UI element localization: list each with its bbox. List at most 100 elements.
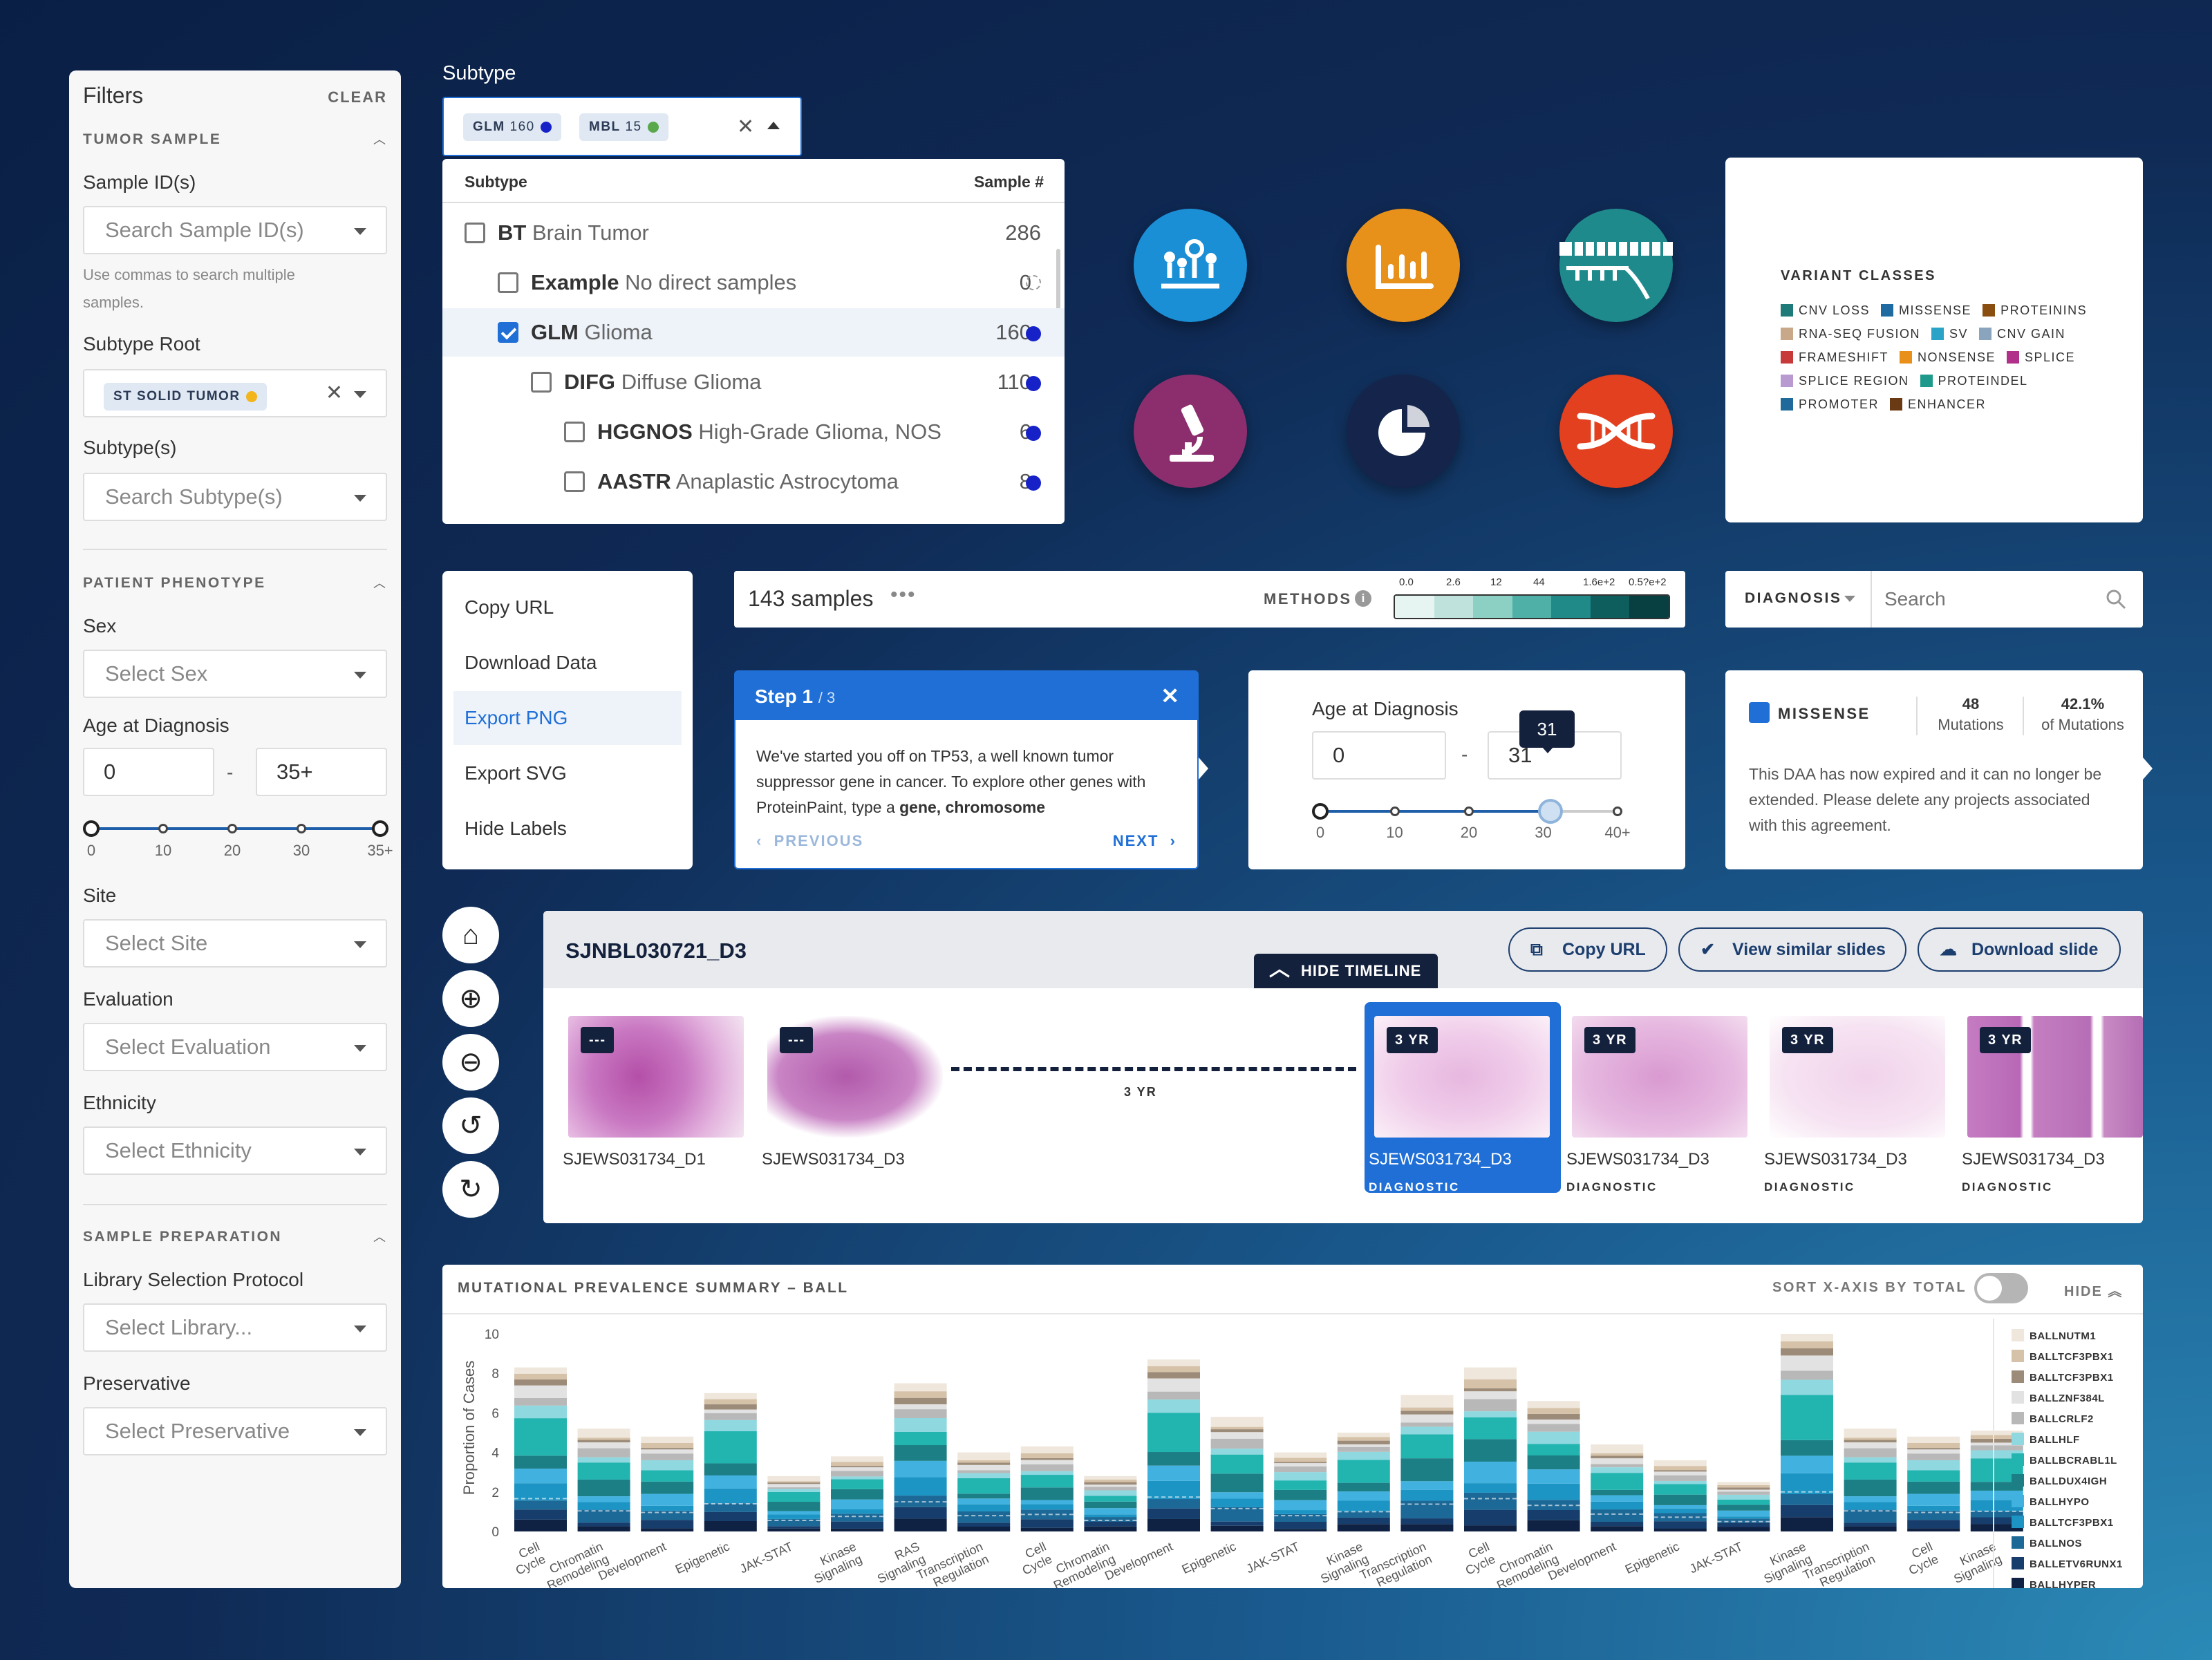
- more-icon[interactable]: •••: [890, 583, 917, 606]
- bar-segment: [1337, 1437, 1390, 1441]
- divider: [83, 549, 387, 550]
- diagnosis-dropdown[interactable]: DIAGNOSIS: [1745, 590, 1842, 606]
- subtype-row[interactable]: HGGNOS High-Grade Glioma, NOS6: [442, 408, 1065, 456]
- clear-icon[interactable]: ✕: [737, 115, 755, 138]
- protein-track-icon[interactable]: [1559, 209, 1673, 322]
- search-icon[interactable]: [2106, 589, 2126, 610]
- bar-segment: [1020, 1519, 1074, 1528]
- subtype-root-chip[interactable]: ST SOLID TUMOR: [104, 383, 267, 411]
- subtype-row[interactable]: BT Brain Tumor 286: [442, 209, 1065, 257]
- zoom-in-icon[interactable]: ⊕: [442, 970, 499, 1027]
- bar-chart-icon[interactable]: [1347, 209, 1460, 322]
- legend-label: NONSENSE: [1918, 350, 1996, 364]
- hide-timeline-button[interactable]: ︿ HIDE TIMELINE: [1254, 954, 1438, 988]
- subtype-row[interactable]: AASTR Anaplastic Astrocytoma8: [442, 458, 1065, 506]
- site-select[interactable]: Select Site: [83, 919, 387, 968]
- subtype-chip-mbl[interactable]: MBL 15: [579, 113, 668, 141]
- chevron-up-icon[interactable]: ︿: [373, 133, 386, 147]
- legend-item: PROTEININS: [1983, 299, 2087, 322]
- slide-thumbnail[interactable]: 3 YR: [1967, 1016, 2143, 1138]
- menu-item-copy-url[interactable]: Copy URL: [465, 596, 554, 618]
- checkbox[interactable]: [564, 422, 585, 442]
- slide-thumbnail[interactable]: ---: [767, 1016, 943, 1138]
- checkbox[interactable]: [498, 272, 518, 293]
- chevron-up-icon[interactable]: ︿: [373, 576, 386, 590]
- subtype-root-select[interactable]: ST SOLID TUMOR ✕: [83, 369, 387, 417]
- menu-item-export-png[interactable]: Export PNG: [453, 691, 682, 745]
- diagnosis-search-input[interactable]: [1884, 583, 2092, 615]
- library-select[interactable]: Select Library...: [83, 1303, 387, 1352]
- menu-item-hide-labels[interactable]: Hide Labels: [465, 818, 567, 839]
- checkbox[interactable]: [465, 223, 485, 243]
- sort-toggle[interactable]: [1974, 1273, 2028, 1303]
- age-slider-max-handle[interactable]: [372, 820, 388, 837]
- menu-item-export-svg[interactable]: Export SVG: [465, 762, 567, 784]
- age-slider-max-handle[interactable]: [1538, 799, 1564, 824]
- divider: [1916, 697, 1918, 735]
- fusion-icon[interactable]: [1559, 375, 1673, 488]
- view-similar-button[interactable]: ✔ View similar slides: [1678, 927, 1906, 972]
- ethnicity-select[interactable]: Select Ethnicity: [83, 1126, 387, 1175]
- sex-select[interactable]: Select Sex: [83, 650, 387, 698]
- bar-segment: [704, 1475, 757, 1489]
- preservative-select[interactable]: Select Preservative: [83, 1407, 387, 1455]
- close-icon[interactable]: ✕: [1161, 683, 1179, 708]
- bar-segment: [894, 1404, 947, 1410]
- subtype-chip-glm[interactable]: GLM 160: [463, 113, 561, 141]
- subtype-code: AASTR: [597, 469, 671, 493]
- section-patient-phenotype[interactable]: PATIENT PHENOTYPE: [83, 575, 266, 591]
- section-tumor-sample[interactable]: TUMOR SAMPLE: [83, 131, 222, 147]
- subtype-row[interactable]: GLM Glioma 160: [442, 308, 1065, 357]
- molecule-plot-icon[interactable]: [1134, 209, 1247, 322]
- scrollbar[interactable]: [1056, 249, 1060, 332]
- microscope-icon[interactable]: [1134, 375, 1247, 488]
- bar-segment: [1970, 1438, 2023, 1443]
- home-icon[interactable]: ⌂: [442, 907, 499, 963]
- age-slider-min-handle[interactable]: [1312, 803, 1329, 820]
- copy-url-button[interactable]: ⧉ Copy URL: [1508, 927, 1667, 972]
- bar-segment: [1464, 1411, 1517, 1417]
- bar-segment: [1084, 1522, 1137, 1527]
- age-max-input[interactable]: 35+: [256, 748, 387, 796]
- slide-thumbnail[interactable]: 3 YR: [1374, 1016, 1550, 1138]
- legend-swatch: [1881, 304, 1894, 317]
- slide-thumbnail[interactable]: 3 YR: [1572, 1016, 1747, 1138]
- clear-icon[interactable]: ✕: [325, 381, 343, 404]
- age-min-input[interactable]: 0: [83, 748, 214, 796]
- subtype-row[interactable]: DIFG Diffuse Glioma 110: [442, 358, 1065, 406]
- section-sample-preparation[interactable]: SAMPLE PREPARATION: [83, 1229, 283, 1245]
- download-slide-button[interactable]: ☁ Download slide: [1918, 927, 2121, 972]
- rotate-left-icon[interactable]: ↺: [442, 1097, 499, 1154]
- legend-label: PROTEINDEL: [1938, 374, 2028, 388]
- checkbox[interactable]: [531, 372, 552, 393]
- bar-segment: [641, 1460, 694, 1471]
- slide-thumbnail[interactable]: ---: [568, 1016, 744, 1138]
- sample-ids-input[interactable]: Search Sample ID(s): [83, 206, 387, 254]
- chevron-up-icon[interactable]: ︿: [373, 1230, 386, 1244]
- subtypes-input[interactable]: Search Subtype(s): [83, 473, 387, 521]
- zoom-out-icon[interactable]: ⊖: [442, 1034, 499, 1091]
- bar-segment: [1210, 1498, 1264, 1507]
- evaluation-select[interactable]: Select Evaluation: [83, 1023, 387, 1071]
- subtype-row[interactable]: Example No direct samples 0: [442, 258, 1065, 307]
- bar-segment: [1337, 1440, 1390, 1444]
- checkbox[interactable]: [498, 322, 518, 343]
- hide-chart-button[interactable]: HIDE ︽: [2064, 1280, 2123, 1300]
- chevron-down-icon[interactable]: [1844, 596, 1855, 602]
- checkbox[interactable]: [564, 471, 585, 492]
- methods-label[interactable]: METHODS: [1264, 590, 1352, 607]
- chevron-up-icon[interactable]: [767, 122, 780, 129]
- next-button[interactable]: NEXT ›: [1113, 832, 1177, 850]
- clear-filters-button[interactable]: CLEAR: [328, 88, 387, 106]
- subtype-select[interactable]: GLM 160 MBL 15 ✕: [442, 97, 802, 156]
- previous-button[interactable]: ‹ PREVIOUS: [756, 832, 863, 850]
- age-slider-min-handle[interactable]: [83, 820, 100, 837]
- rotate-right-icon[interactable]: ↻: [442, 1161, 499, 1218]
- age-min-input[interactable]: 0: [1312, 731, 1446, 780]
- slide-thumbnail[interactable]: 3 YR: [1770, 1016, 1945, 1138]
- legend-label: MISSENSE: [1899, 303, 1972, 317]
- info-icon[interactable]: i: [1355, 590, 1371, 607]
- pie-chart-icon[interactable]: [1347, 375, 1460, 488]
- bar-segment: [1591, 1522, 1644, 1527]
- menu-item-download-data[interactable]: Download Data: [465, 652, 597, 673]
